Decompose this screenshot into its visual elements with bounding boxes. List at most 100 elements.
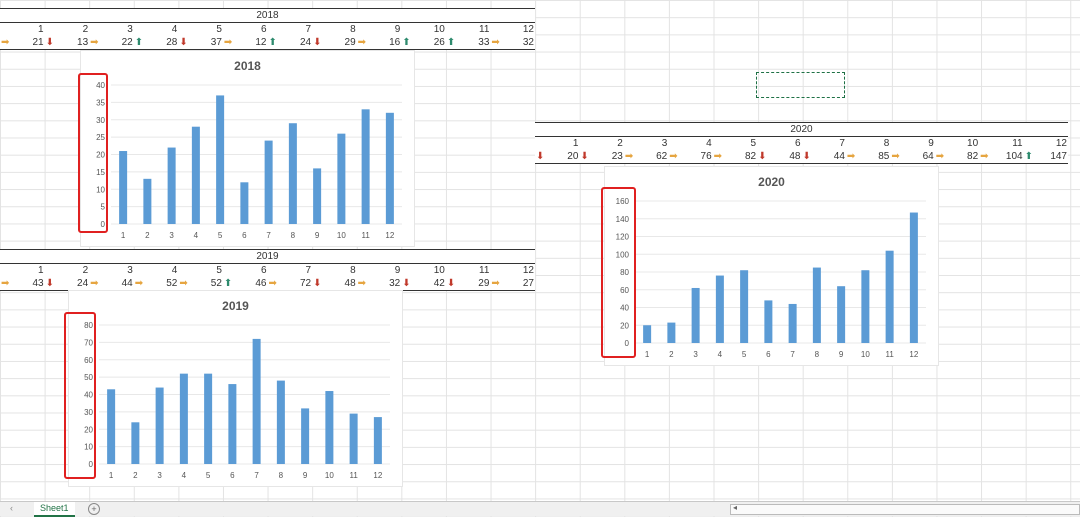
month-cell[interactable]: 10 (967, 138, 979, 149)
month-cell[interactable]: 1 (38, 24, 44, 35)
month-cell[interactable]: 12 (1055, 138, 1067, 149)
month-cell[interactable]: 2 (82, 24, 89, 35)
value-cell[interactable]: 76 (700, 151, 712, 162)
value-cell[interactable]: 52 (166, 278, 178, 289)
bar[interactable] (349, 413, 358, 464)
scroll-left-icon[interactable]: ◂ (733, 503, 738, 512)
value-cell[interactable]: 12 (255, 37, 267, 48)
bar[interactable] (264, 140, 273, 224)
bar[interactable] (204, 373, 213, 464)
value-cell[interactable]: 37 (210, 37, 222, 48)
bar[interactable] (107, 389, 116, 464)
value-cell[interactable]: 42 (433, 278, 445, 289)
month-cell[interactable]: 4 (171, 24, 178, 35)
value-cell[interactable]: 32 (389, 278, 401, 289)
bar[interactable] (373, 417, 382, 464)
value-cell[interactable]: 85 (878, 151, 890, 162)
month-cell[interactable]: 9 (394, 24, 401, 35)
bar[interactable] (885, 250, 894, 343)
month-cell[interactable]: 11 (479, 265, 490, 276)
horizontal-scrollbar[interactable]: ◂ (730, 503, 1080, 515)
value-cell[interactable]: 23 (611, 151, 623, 162)
month-cell[interactable]: 6 (794, 138, 801, 149)
bar[interactable] (667, 322, 676, 343)
value-cell[interactable]: 16 (389, 37, 401, 48)
tab-nav-prev-icon[interactable]: ‹ (10, 503, 13, 513)
value-cell[interactable]: 82 (967, 151, 979, 162)
value-cell[interactable]: 44 (833, 151, 845, 162)
month-cell[interactable]: 3 (127, 24, 133, 35)
month-cell[interactable]: 12 (522, 24, 534, 35)
month-cell[interactable]: 9 (394, 265, 401, 276)
bar[interactable] (288, 123, 297, 224)
value-cell[interactable]: 33 (478, 37, 490, 48)
bar[interactable] (179, 373, 188, 464)
month-cell[interactable]: 8 (350, 265, 356, 276)
chart-2018[interactable]: 2018 0 5 10 15 20 25 30 35 40 1 2 3 4 5 6 7 8 9 10 11 12 (80, 50, 415, 247)
month-cell[interactable]: 7 (839, 138, 845, 149)
month-cell[interactable]: 10 (433, 24, 445, 35)
month-cell[interactable]: 5 (750, 138, 757, 149)
month-cell[interactable]: 5 (216, 24, 222, 35)
bar[interactable] (191, 126, 200, 224)
month-cell[interactable]: 1 (572, 138, 579, 149)
month-cell[interactable]: 1 (38, 265, 44, 276)
month-cell[interactable]: 7 (305, 24, 312, 35)
bar[interactable] (155, 387, 164, 464)
value-cell[interactable]: 82 (744, 151, 757, 162)
value-cell[interactable]: 44 (121, 278, 133, 289)
month-cell[interactable]: 3 (127, 265, 133, 276)
value-cell[interactable]: 104 (1005, 151, 1023, 162)
bar[interactable] (788, 303, 797, 343)
value-cell[interactable]: 48 (789, 151, 801, 162)
value-cell[interactable]: 147 (1050, 151, 1067, 162)
bar[interactable] (325, 391, 334, 464)
chart-2020[interactable]: 2020 0 20 40 60 80 100 120 140 160 1 2 3 4 5 6 7 8 9 10 11 12 (604, 166, 939, 366)
month-cell[interactable]: 3 (661, 138, 668, 149)
add-sheet-button[interactable]: + (88, 503, 100, 515)
value-cell[interactable]: 13 (77, 37, 89, 48)
bar[interactable] (861, 270, 870, 343)
bar[interactable] (167, 147, 176, 224)
value-cell[interactable]: 62 (656, 151, 668, 162)
bar[interactable] (216, 95, 225, 224)
month-cell[interactable]: 2 (617, 138, 623, 149)
month-cell[interactable]: 8 (883, 138, 890, 149)
month-cell[interactable]: 10 (433, 265, 445, 276)
bar[interactable] (643, 325, 652, 343)
bar[interactable] (313, 168, 322, 224)
value-cell[interactable]: 29 (478, 278, 490, 289)
bar[interactable] (715, 275, 724, 343)
month-cell[interactable]: 2 (82, 265, 89, 276)
month-cell[interactable]: 11 (1012, 138, 1023, 149)
bar[interactable] (228, 384, 237, 464)
value-cell[interactable]: 26 (433, 37, 445, 48)
bar[interactable] (385, 112, 394, 224)
value-cell[interactable]: 32 (522, 37, 534, 48)
value-cell[interactable]: 28 (166, 37, 178, 48)
bar[interactable] (131, 422, 140, 464)
bar[interactable] (361, 109, 370, 224)
value-cell[interactable]: 24 (299, 37, 312, 48)
bar[interactable] (691, 287, 700, 343)
month-cell[interactable]: 12 (522, 265, 534, 276)
month-cell[interactable]: 8 (350, 24, 356, 35)
value-cell[interactable]: 24 (77, 278, 89, 289)
value-cell[interactable]: 29 (344, 37, 356, 48)
bar[interactable] (301, 408, 310, 464)
month-cell[interactable]: 4 (171, 265, 178, 276)
bar[interactable] (252, 338, 261, 464)
value-cell[interactable]: 21 (32, 37, 44, 48)
bar[interactable] (837, 286, 846, 343)
copy-selection-marquee[interactable] (756, 72, 845, 98)
bar[interactable] (740, 270, 749, 343)
bar[interactable] (337, 133, 346, 224)
month-cell[interactable]: 6 (260, 265, 267, 276)
value-cell[interactable]: 48 (344, 278, 356, 289)
bar[interactable] (143, 178, 152, 224)
value-cell[interactable]: 64 (922, 151, 934, 162)
value-cell[interactable]: 43 (32, 278, 44, 289)
bar[interactable] (909, 212, 918, 343)
value-cell[interactable]: 22 (121, 37, 133, 48)
month-cell[interactable]: 5 (216, 265, 222, 276)
